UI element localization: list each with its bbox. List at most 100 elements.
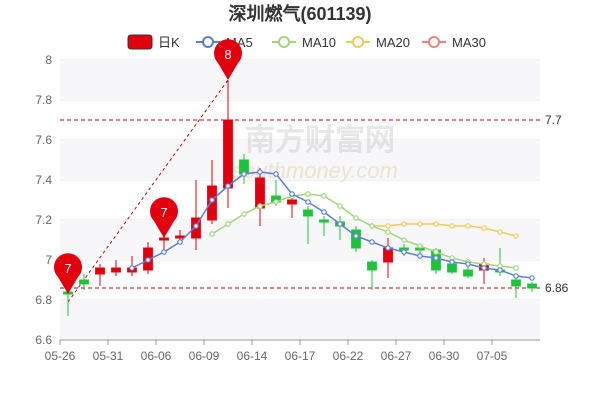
pin-shape — [214, 39, 242, 80]
candle-body — [207, 185, 217, 221]
trend-line — [67, 79, 229, 303]
ref-label-low: 6.86 — [545, 281, 569, 295]
y-tick-label: 7.2 — [35, 213, 52, 227]
ma10-point — [401, 237, 407, 243]
candle-body — [511, 279, 521, 287]
ma5-point — [289, 191, 295, 197]
ma5-point — [353, 233, 359, 239]
ma10-point — [433, 249, 439, 255]
ma10-point — [305, 191, 311, 197]
pin-label: 8 — [224, 47, 231, 62]
candle-body — [175, 235, 185, 239]
candle — [463, 266, 473, 278]
ma5-point — [193, 223, 199, 229]
candle-body — [223, 119, 233, 189]
ma5-point — [145, 257, 151, 263]
candle — [527, 282, 537, 292]
ma5-point — [497, 267, 503, 273]
legend-swatch-circle — [428, 36, 440, 48]
ma5-point — [529, 275, 535, 281]
ma10-point — [385, 229, 391, 235]
chart-title: 深圳燃气(601139) — [228, 3, 371, 24]
ma20-point — [449, 223, 455, 229]
ma5-point — [209, 197, 215, 203]
pin-shape — [150, 197, 179, 238]
pin-shape — [54, 253, 83, 294]
y-tick-label: 7 — [45, 253, 52, 267]
ma10-point — [337, 203, 343, 209]
ma20-point — [513, 233, 519, 239]
legend-item: 日K — [127, 34, 180, 50]
legend-label: MA20 — [376, 35, 410, 50]
legend-swatch — [127, 34, 153, 50]
candle-body — [447, 263, 457, 273]
ma5-point — [305, 199, 311, 205]
ma10-point — [257, 203, 263, 209]
candle-body — [79, 279, 89, 285]
ma10-point — [417, 243, 423, 249]
ma5-point — [417, 253, 423, 259]
x-tick-label: 06-14 — [237, 349, 268, 363]
ma5-point — [481, 265, 487, 271]
x-tick-label: 06-27 — [381, 349, 412, 363]
pin-marker: 7 — [150, 197, 179, 238]
ma20-point — [433, 221, 439, 227]
grid-band — [60, 140, 540, 180]
pin-marker: 7 — [54, 253, 83, 294]
candle-body — [527, 283, 537, 289]
legend-item: MA20 — [346, 35, 410, 50]
candle-body — [463, 269, 473, 277]
ma5-point — [257, 169, 263, 175]
ma5-point — [433, 255, 439, 261]
legend-swatch-circle — [352, 36, 364, 48]
candle-body — [159, 237, 169, 241]
candle — [95, 264, 105, 286]
ma5-point — [465, 261, 471, 267]
ma10-point — [209, 231, 215, 237]
ref-label-high: 7.7 — [545, 113, 562, 127]
candle-body — [111, 267, 121, 273]
candle — [79, 274, 89, 290]
pin-label: 7 — [160, 205, 167, 220]
legend: 日K MA5 MA10 MA20 MA30 — [127, 34, 486, 50]
ma5-point — [129, 265, 135, 271]
x-tick-label: 06-30 — [429, 349, 460, 363]
ma20-point — [385, 223, 391, 229]
ma5-point — [401, 249, 407, 255]
ma20-point — [481, 225, 487, 231]
candle — [367, 260, 377, 290]
x-tick-label: 06-22 — [333, 349, 364, 363]
y-tick-label: 7.4 — [35, 173, 52, 187]
ma10-point — [369, 223, 375, 229]
legend-item: MA30 — [422, 35, 486, 50]
watermark-text: 南方财富网 — [245, 123, 395, 157]
candle-body — [367, 261, 377, 271]
x-tick-label: 06-09 — [189, 349, 220, 363]
ma10-point — [241, 211, 247, 217]
ma10-point — [513, 265, 519, 271]
ma5-point — [241, 171, 247, 177]
candle — [351, 226, 361, 252]
ma20-point — [401, 221, 407, 227]
ma10-point — [321, 193, 327, 199]
candle-body — [303, 209, 313, 217]
candle-body — [95, 267, 105, 275]
ma5-point — [337, 221, 343, 227]
ma5-point — [225, 183, 231, 189]
x-tick-label: 06-17 — [285, 349, 316, 363]
legend-item: MA10 — [272, 35, 336, 50]
y-tick-label: 6.6 — [35, 333, 52, 347]
ma20-point — [497, 229, 503, 235]
legend-label: MA30 — [452, 35, 486, 50]
candle — [111, 260, 121, 276]
y-tick-label: 7.6 — [35, 133, 52, 147]
grid-band — [60, 300, 540, 340]
legend-label: MA10 — [302, 35, 336, 50]
candle-body — [319, 219, 329, 223]
grid-band — [60, 60, 540, 100]
ma5-point — [385, 245, 391, 251]
